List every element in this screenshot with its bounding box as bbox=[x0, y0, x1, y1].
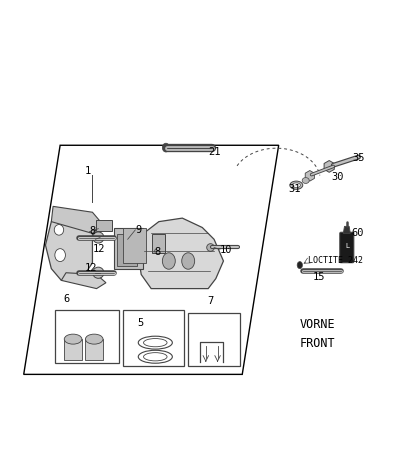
FancyBboxPatch shape bbox=[96, 221, 112, 231]
Text: 30: 30 bbox=[331, 171, 343, 181]
Ellipse shape bbox=[143, 339, 167, 347]
FancyBboxPatch shape bbox=[64, 339, 82, 360]
FancyBboxPatch shape bbox=[55, 311, 119, 364]
Text: 31: 31 bbox=[287, 183, 300, 193]
Ellipse shape bbox=[162, 144, 169, 153]
Text: LOCTITE 242: LOCTITE 242 bbox=[307, 255, 362, 264]
Text: 12: 12 bbox=[85, 262, 97, 272]
FancyBboxPatch shape bbox=[85, 339, 103, 360]
Polygon shape bbox=[138, 218, 223, 289]
Ellipse shape bbox=[297, 262, 302, 269]
Text: 5: 5 bbox=[138, 317, 144, 327]
Ellipse shape bbox=[292, 183, 300, 188]
Ellipse shape bbox=[93, 232, 104, 244]
Text: 10: 10 bbox=[219, 245, 232, 255]
Text: 1: 1 bbox=[85, 166, 91, 176]
FancyBboxPatch shape bbox=[123, 228, 146, 264]
Text: VORNE
FRONT: VORNE FRONT bbox=[299, 317, 335, 349]
FancyBboxPatch shape bbox=[339, 233, 353, 263]
Ellipse shape bbox=[301, 178, 309, 184]
Text: 8: 8 bbox=[154, 247, 160, 257]
Ellipse shape bbox=[85, 335, 103, 345]
FancyBboxPatch shape bbox=[117, 235, 137, 266]
Text: 35: 35 bbox=[352, 153, 364, 163]
Ellipse shape bbox=[55, 249, 65, 262]
Text: 21: 21 bbox=[208, 147, 220, 157]
Text: 9: 9 bbox=[135, 224, 141, 234]
Polygon shape bbox=[45, 210, 92, 281]
FancyBboxPatch shape bbox=[187, 313, 240, 366]
Ellipse shape bbox=[64, 335, 82, 345]
Ellipse shape bbox=[162, 253, 175, 270]
Ellipse shape bbox=[138, 337, 172, 349]
FancyBboxPatch shape bbox=[113, 228, 142, 270]
Ellipse shape bbox=[143, 353, 167, 361]
Text: 6: 6 bbox=[63, 293, 69, 303]
Text: L: L bbox=[344, 243, 348, 248]
FancyBboxPatch shape bbox=[152, 235, 165, 253]
Polygon shape bbox=[342, 227, 349, 234]
Text: 15: 15 bbox=[312, 271, 325, 281]
Polygon shape bbox=[51, 207, 102, 234]
Ellipse shape bbox=[93, 268, 104, 279]
Text: 12: 12 bbox=[92, 244, 104, 254]
Text: 8: 8 bbox=[89, 226, 95, 236]
Ellipse shape bbox=[206, 244, 214, 252]
Ellipse shape bbox=[289, 182, 302, 190]
Ellipse shape bbox=[54, 225, 64, 236]
Ellipse shape bbox=[138, 350, 172, 364]
Text: 7: 7 bbox=[206, 296, 213, 306]
Text: 60: 60 bbox=[350, 227, 363, 237]
FancyBboxPatch shape bbox=[123, 311, 184, 366]
Polygon shape bbox=[61, 273, 106, 289]
Ellipse shape bbox=[181, 253, 194, 270]
